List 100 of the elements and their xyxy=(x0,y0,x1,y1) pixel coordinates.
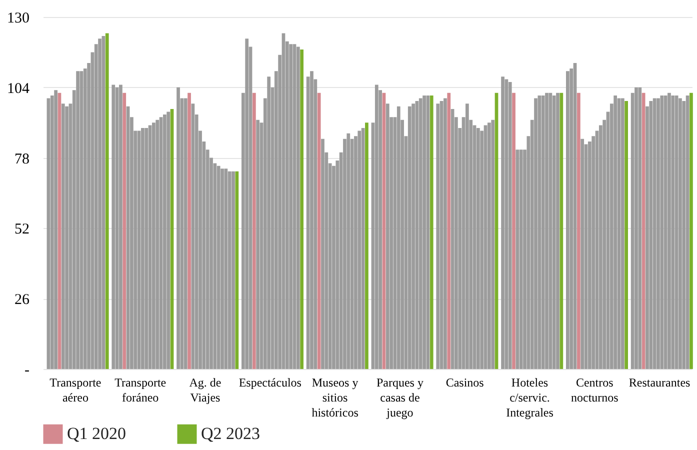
bar xyxy=(374,84,378,369)
bar xyxy=(105,33,109,369)
x-tick-label: Centros nocturnos xyxy=(570,376,619,404)
bar xyxy=(245,38,249,369)
bar xyxy=(488,122,491,369)
bar xyxy=(519,150,523,369)
bar xyxy=(122,92,126,369)
bar xyxy=(690,92,693,369)
bar xyxy=(560,92,564,369)
bar xyxy=(224,168,228,369)
legend-label: Q2 2023 xyxy=(201,424,260,444)
y-tick-label: 26 xyxy=(14,292,30,308)
bar xyxy=(418,98,422,369)
bar xyxy=(365,122,368,369)
bar xyxy=(119,84,122,369)
bar xyxy=(620,98,624,369)
bar xyxy=(541,96,545,369)
bar xyxy=(267,76,271,369)
bar xyxy=(228,171,232,369)
bar xyxy=(184,98,188,369)
bar xyxy=(300,49,304,369)
bar xyxy=(447,92,451,369)
bar xyxy=(444,98,447,369)
bar xyxy=(678,98,682,369)
bar xyxy=(141,128,144,369)
bar xyxy=(220,168,224,369)
bar xyxy=(76,71,80,369)
bar xyxy=(152,122,156,369)
bar xyxy=(321,138,324,369)
bar xyxy=(430,96,434,369)
bar xyxy=(491,120,495,369)
bar xyxy=(188,92,191,369)
bar xyxy=(386,104,390,369)
x-tick-label: Ag. de Viajes xyxy=(189,376,222,404)
bar xyxy=(534,98,538,369)
bar xyxy=(642,92,646,369)
bar xyxy=(98,38,102,369)
bar xyxy=(576,92,580,369)
bar xyxy=(235,171,239,369)
bar xyxy=(346,133,350,369)
y-tick-label: 52 xyxy=(14,222,30,238)
bar xyxy=(422,96,426,369)
bar xyxy=(660,96,664,369)
y-tick-label: 130 xyxy=(7,10,30,26)
bar xyxy=(176,87,180,369)
bar xyxy=(552,96,556,369)
bar xyxy=(191,104,195,369)
bar xyxy=(252,92,256,369)
bar xyxy=(508,82,512,369)
bar xyxy=(256,120,260,369)
x-tick-label: Espectáculos xyxy=(238,376,302,390)
bar xyxy=(317,92,321,369)
x-tick-label: Casinos xyxy=(446,376,484,390)
bar xyxy=(216,166,220,369)
bar xyxy=(112,84,116,369)
bar xyxy=(668,92,671,369)
bar xyxy=(638,87,642,369)
bar xyxy=(649,100,653,369)
x-tick-label: Hoteles c/servic. Integrales xyxy=(506,376,554,420)
bar xyxy=(538,96,542,369)
y-tick-label: 78 xyxy=(14,151,30,168)
bar xyxy=(412,104,415,369)
bar xyxy=(545,92,548,369)
bar xyxy=(656,98,660,369)
x-tick-label: Transporte aéreo xyxy=(50,376,102,404)
bar xyxy=(512,92,516,369)
bar xyxy=(65,106,68,369)
bar xyxy=(580,138,584,369)
bar xyxy=(156,120,160,369)
bar xyxy=(144,128,148,369)
x-tick-label: Parques y casas de juego xyxy=(376,376,424,420)
bar xyxy=(652,98,656,369)
bar xyxy=(166,112,170,369)
bar xyxy=(396,106,400,369)
bar xyxy=(232,171,235,369)
bar xyxy=(614,96,618,369)
bar xyxy=(501,76,504,369)
x-tick-label: Restaurantes xyxy=(628,376,691,390)
bar xyxy=(634,87,638,369)
x-tick-label: Transporte foráneo xyxy=(114,376,166,404)
bar xyxy=(466,104,469,369)
bar xyxy=(296,46,300,369)
bar xyxy=(556,92,560,369)
x-tick-label: Museos y sitios históricos xyxy=(312,376,359,420)
bar xyxy=(516,150,520,369)
bar xyxy=(408,106,412,369)
bar xyxy=(54,90,58,369)
bar xyxy=(163,114,166,369)
bar xyxy=(624,100,628,369)
bar xyxy=(310,71,314,369)
bar xyxy=(358,130,362,369)
bar xyxy=(476,128,480,369)
y-tick-label: 104 xyxy=(7,80,30,97)
bar xyxy=(289,44,293,369)
bar xyxy=(566,71,570,369)
bar xyxy=(61,104,65,369)
bar xyxy=(548,92,552,369)
y-tick-label: - xyxy=(24,362,30,378)
bar xyxy=(436,104,440,369)
legend-label: Q1 2020 xyxy=(67,424,126,444)
